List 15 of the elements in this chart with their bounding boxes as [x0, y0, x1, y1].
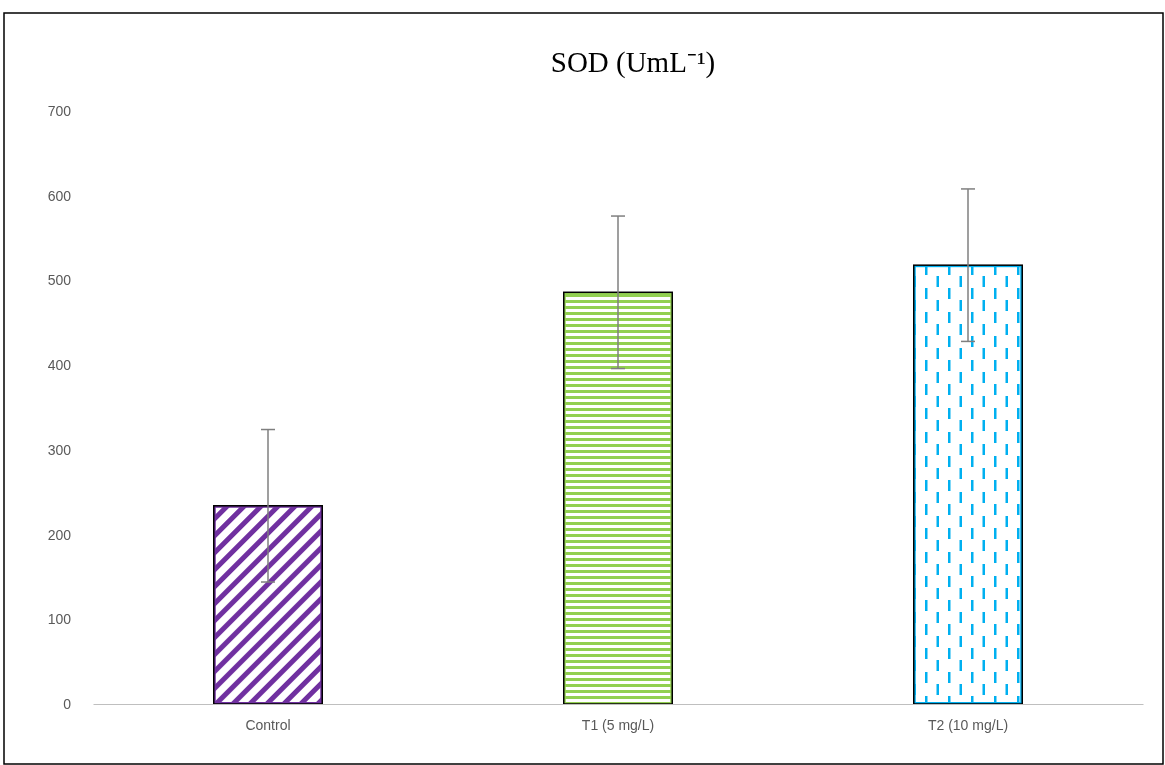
x-tick-label: T1 (5 mg/L) — [581, 716, 655, 733]
x-tick-label: Control — [245, 716, 291, 733]
bar — [213, 505, 323, 705]
y-tick-label: 200 — [47, 526, 72, 543]
bar — [913, 264, 1023, 705]
y-tick-label: 0 — [63, 695, 72, 712]
y-tick-label: 600 — [47, 187, 72, 204]
bar — [563, 291, 673, 705]
y-tick-label: 500 — [47, 272, 72, 289]
y-tick-label: 300 — [47, 441, 72, 458]
y-tick-label: 100 — [47, 611, 72, 628]
x-tick-label: T2 (10 mg/L) — [927, 716, 1009, 733]
chart-title: SOD (UmL⁻¹) — [550, 46, 716, 79]
y-tick-label: 400 — [47, 357, 72, 374]
y-tick-label: 700 — [47, 102, 72, 119]
